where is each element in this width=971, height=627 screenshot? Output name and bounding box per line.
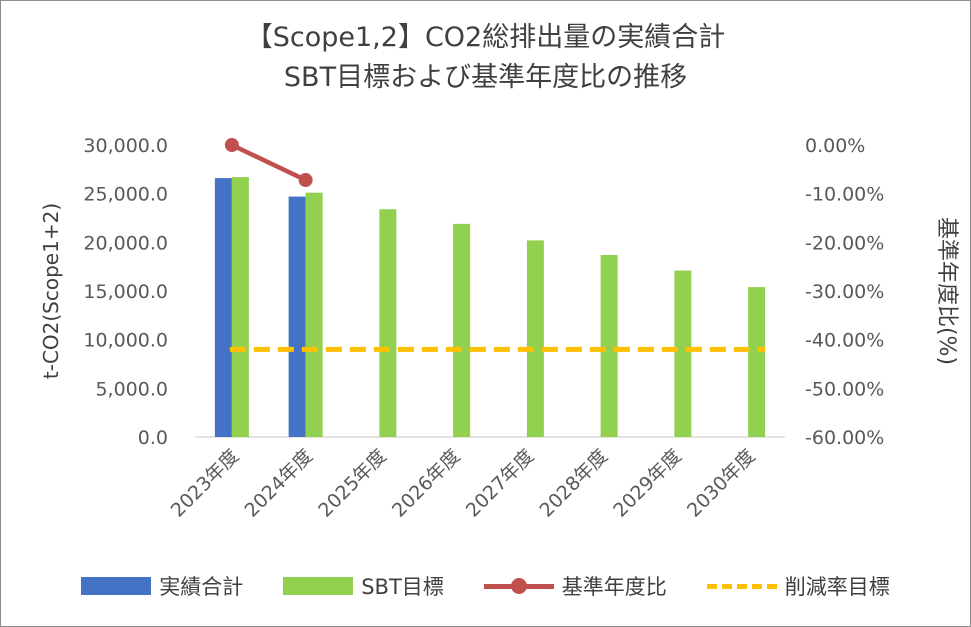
y2-tick-label: -40.00%: [805, 330, 884, 352]
legend-item-actual: 実績合計: [81, 571, 243, 601]
bar-actual: [214, 178, 232, 438]
x-tick-label: 2027年度: [462, 445, 539, 522]
y2-tick-label: -60.00%: [805, 427, 884, 449]
bar-actual: [288, 196, 306, 437]
y2-tick-label: -20.00%: [805, 232, 884, 254]
bar-sbt: [231, 177, 249, 437]
legend-label-ratio: 基準年度比: [561, 575, 667, 599]
y-tick-label: 15,000.0: [83, 281, 168, 303]
y-tick-label: 10,000.0: [83, 330, 168, 352]
y-axis-title: t-CO2(Scope1+2): [39, 203, 63, 379]
legend-label-actual: 実績合計: [159, 575, 244, 599]
bar-sbt: [748, 287, 766, 437]
ratio-line: [230, 142, 307, 183]
legend-label-target: 削減率目標: [784, 575, 890, 599]
bar-sbt: [305, 192, 323, 437]
chart-title: 【Scope1,2】CO2総排出量の実績合計 SBT目標および基準年度比の推移: [0, 18, 971, 98]
y2-tick-label: 0.00%: [805, 135, 865, 157]
y-tick-label: 5,000.0: [95, 378, 168, 400]
x-tick-label: 2028年度: [536, 445, 613, 522]
ratio-point: [298, 173, 313, 188]
bar-sbt: [674, 270, 692, 437]
legend-swatch-target: [706, 575, 777, 597]
x-tick-label: 2025年度: [314, 445, 391, 522]
x-tick-label: 2026年度: [388, 445, 465, 522]
y-tick-label: 0.0: [138, 427, 168, 449]
y2-tick-label: -50.00%: [805, 378, 884, 400]
legend-item-sbt: SBT目標: [283, 571, 444, 601]
bar-sbt: [453, 223, 471, 437]
x-tick-label: 2030年度: [683, 445, 760, 522]
ratio-point: [224, 138, 239, 152]
chart-title-line2: SBT目標および基準年度比の推移: [283, 62, 688, 93]
bar-sbt: [526, 240, 544, 437]
y2-axis-title: 基準年度比(%): [934, 217, 959, 365]
bar-sbt: [379, 209, 397, 437]
legend-swatch-sbt: [283, 575, 354, 597]
y2-tick-label: -10.00%: [805, 184, 884, 206]
x-tick-label: 2024年度: [241, 445, 318, 522]
y2-tick-label: -30.00%: [805, 281, 884, 303]
legend-item-ratio: 基準年度比: [483, 571, 667, 601]
x-tick-label: 2029年度: [609, 445, 686, 522]
legend-item-target: 削減率目標: [706, 571, 890, 601]
y-tick-label: 20,000.0: [83, 232, 168, 254]
legend-swatch-actual: [81, 575, 152, 597]
legend-label-sbt: SBT目標: [361, 575, 444, 599]
x-tick-label: 2023年度: [167, 445, 244, 522]
y-tick-label: 30,000.0: [83, 135, 168, 157]
bar-sbt: [600, 254, 618, 437]
y-tick-label: 25,000.0: [83, 184, 168, 206]
legend: 実績合計 SBT目標 基準年度比 削減率目標: [0, 568, 971, 604]
chart-title-line1: 【Scope1,2】CO2総排出量の実績合計: [245, 22, 726, 53]
legend-swatch-ratio: [483, 575, 554, 597]
